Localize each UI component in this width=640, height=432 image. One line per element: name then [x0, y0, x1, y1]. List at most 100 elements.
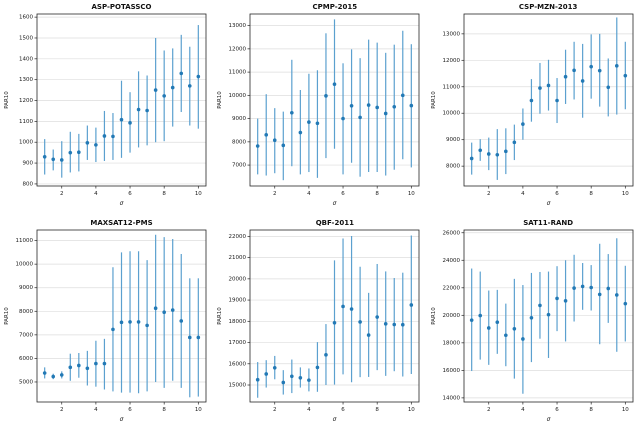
- axes-spines: [249, 13, 420, 187]
- y-axis-label: PAR10: [217, 307, 223, 325]
- svg-text:11000: 11000: [229, 70, 247, 76]
- error-bars: [470, 17, 626, 180]
- svg-text:8000: 8000: [232, 139, 246, 145]
- svg-text:26000: 26000: [442, 230, 460, 236]
- svg-text:9000: 9000: [19, 285, 33, 291]
- svg-text:12000: 12000: [442, 58, 460, 64]
- svg-text:10: 10: [621, 407, 628, 413]
- svg-text:1600: 1600: [19, 15, 33, 21]
- svg-text:19000: 19000: [229, 298, 247, 304]
- chart-sat11-rand: 14000 16000 18000 20000 22000 24000 26000 2 4 6 8 1…: [431, 229, 634, 423]
- svg-text:22000: 22000: [229, 234, 247, 240]
- svg-text:2: 2: [273, 407, 277, 413]
- svg-text:4: 4: [521, 407, 525, 413]
- svg-text:2: 2: [487, 191, 491, 197]
- svg-text:11000: 11000: [442, 84, 460, 90]
- svg-text:9000: 9000: [232, 116, 246, 122]
- svg-text:12000: 12000: [229, 46, 247, 52]
- svg-text:8000: 8000: [19, 309, 33, 315]
- svg-text:1200: 1200: [19, 98, 33, 104]
- x-axis-ticks: 2 4 6 8 10: [487, 402, 629, 413]
- svg-text:6: 6: [128, 191, 132, 197]
- svg-text:1400: 1400: [19, 56, 33, 62]
- svg-text:8: 8: [376, 407, 380, 413]
- x-axis-ticks: 2 4 6 8 10: [487, 186, 629, 197]
- chart-cpmp-2015: 7000 8000 9000 10000 11000 12000 13000 2 4 6 8 10 σ P…: [217, 13, 420, 207]
- svg-text:2: 2: [273, 191, 277, 197]
- svg-text:6: 6: [128, 407, 132, 413]
- svg-text:2: 2: [60, 407, 64, 413]
- svg-text:21000: 21000: [229, 255, 247, 261]
- svg-text:2: 2: [60, 191, 64, 197]
- x-axis-label: σ: [120, 416, 124, 423]
- x-axis-label: σ: [546, 200, 550, 207]
- chart-csp-mzn-2013: 8000 9000 10000 11000 12000 13000 2 4 6 8 10 σ PAR10: [431, 13, 634, 207]
- svg-text:16000: 16000: [442, 368, 460, 374]
- svg-text:18000: 18000: [229, 319, 247, 325]
- svg-text:1100: 1100: [19, 119, 33, 125]
- y-axis-label: PAR10: [217, 91, 223, 109]
- subplot-qbf-2011: QBF-2011 15000 16000 17000 18000 19000 20000 2…: [213, 216, 426, 432]
- svg-text:10: 10: [195, 407, 202, 413]
- svg-text:20000: 20000: [229, 276, 247, 282]
- svg-text:8: 8: [162, 407, 166, 413]
- gridlines: [37, 16, 206, 185]
- svg-text:6: 6: [555, 191, 559, 197]
- svg-text:6: 6: [342, 407, 346, 413]
- svg-text:1300: 1300: [19, 77, 33, 83]
- svg-text:4: 4: [521, 191, 525, 197]
- svg-text:2: 2: [487, 407, 491, 413]
- svg-text:15000: 15000: [229, 383, 247, 389]
- error-bars: [257, 235, 413, 398]
- x-axis-ticks: 2 4 6 8 10: [273, 402, 416, 413]
- x-axis-ticks: 2 4 6 8 10: [60, 402, 202, 413]
- x-axis-label: σ: [546, 416, 550, 423]
- y-axis-ticks: 7000 8000 9000 10000 11000 12000 13000: [229, 23, 251, 169]
- svg-text:7000: 7000: [19, 332, 33, 338]
- y-axis-ticks: 5000 6000 7000 8000 9000 10000 11000: [16, 238, 37, 385]
- chart-title: ASP-POTASSCO: [91, 3, 152, 11]
- svg-text:13000: 13000: [229, 23, 247, 29]
- y-axis-label: PAR10: [431, 307, 437, 325]
- data-points: [256, 82, 414, 148]
- svg-text:10000: 10000: [442, 111, 460, 117]
- svg-text:10000: 10000: [229, 93, 247, 99]
- svg-text:22000: 22000: [442, 285, 460, 291]
- y-axis-ticks: 8000 9000 10000 11000 12000 13000: [442, 31, 464, 170]
- svg-text:10: 10: [195, 191, 202, 197]
- svg-text:13000: 13000: [442, 31, 460, 37]
- chart-title: CPMP-2015: [312, 3, 358, 11]
- svg-text:20000: 20000: [442, 313, 460, 319]
- svg-text:6: 6: [555, 407, 559, 413]
- chart-qbf-2011: 15000 16000 17000 18000 19000 20000 21000 22000…: [217, 229, 420, 423]
- axes-spines: [463, 229, 634, 403]
- svg-text:24000: 24000: [442, 258, 460, 264]
- chart-title: SAT11-RAND: [523, 219, 574, 227]
- axes-spines: [249, 229, 420, 403]
- svg-text:1000: 1000: [19, 140, 33, 146]
- svg-text:10: 10: [408, 191, 415, 197]
- svg-text:6: 6: [342, 191, 346, 197]
- data-points: [42, 306, 201, 379]
- svg-text:10000: 10000: [16, 262, 34, 268]
- x-axis-ticks: 2 4 6 8 10: [60, 186, 202, 197]
- svg-text:8000: 8000: [446, 164, 460, 170]
- svg-text:4: 4: [307, 407, 311, 413]
- x-axis-ticks: 2 4 6 8 10: [273, 186, 416, 197]
- svg-text:8: 8: [162, 191, 166, 197]
- svg-text:7000: 7000: [232, 163, 246, 169]
- subplot-asp-potassco: ASP-POTASSCO 800 900 1000 1100 1200 1300 1400 1…: [0, 0, 213, 216]
- svg-text:10: 10: [621, 191, 628, 197]
- y-axis-label: PAR10: [4, 91, 10, 109]
- data-points: [42, 71, 201, 162]
- chart-asp-potassco: 800 900 1000 1100 1200 1300 1400 1500 1600 2 4 6 8 10…: [4, 13, 207, 207]
- x-axis-label: σ: [333, 416, 337, 423]
- svg-text:10: 10: [408, 407, 415, 413]
- y-axis-label: PAR10: [431, 91, 437, 109]
- data-points: [469, 284, 627, 341]
- svg-text:17000: 17000: [229, 340, 247, 346]
- error-bars: [257, 19, 413, 181]
- subplot-sat11-rand: SAT11-RAND 14000 16000 18000 20000 22000 2400…: [427, 216, 640, 432]
- chart-title: CSP-MZN-2013: [518, 3, 578, 11]
- axes-spines: [36, 13, 207, 187]
